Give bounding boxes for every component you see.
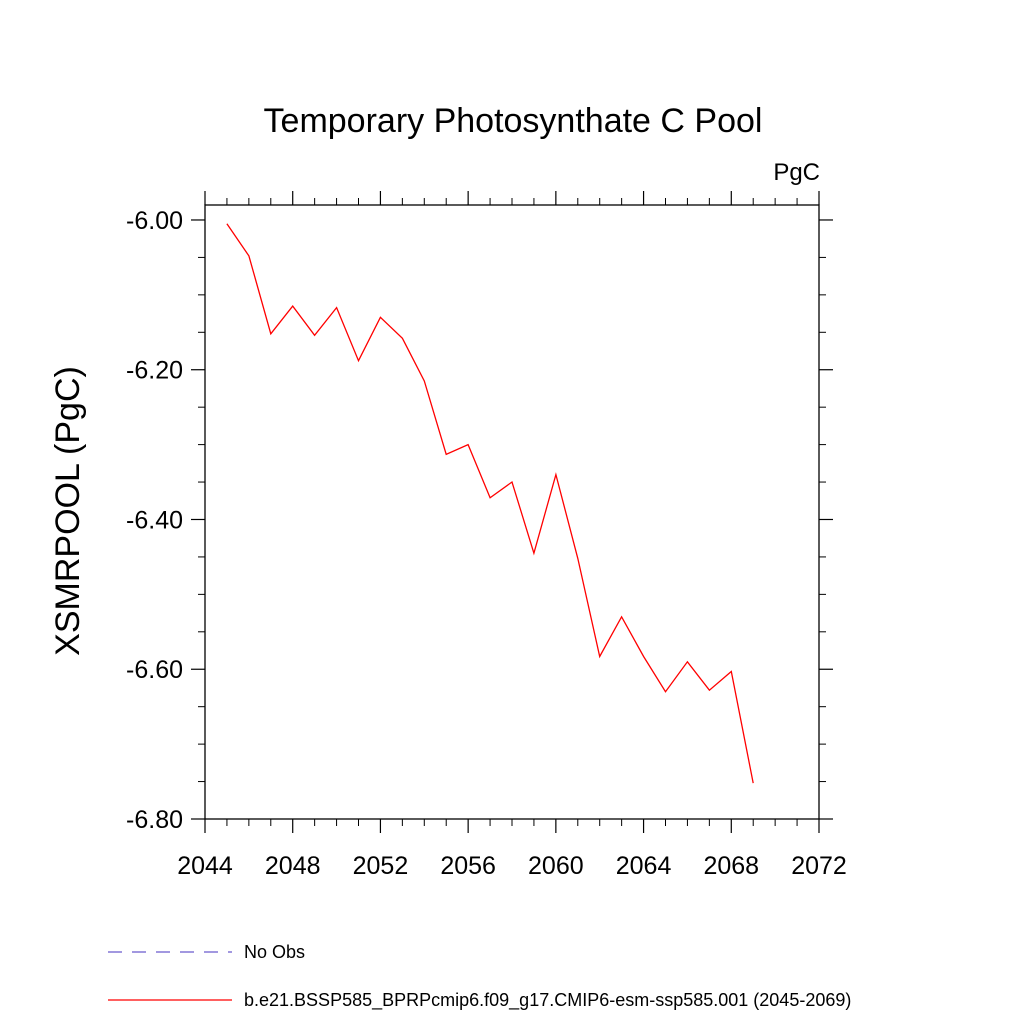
- y-axis: -6.00 -6.20 -6.40 -6.60 -6.80: [126, 207, 833, 834]
- x-tick-label: 2044: [177, 852, 233, 880]
- x-tick-label: 2060: [528, 852, 584, 880]
- y-tick-label: -6.00: [126, 207, 183, 235]
- y-tick-label: -6.80: [126, 806, 183, 834]
- plot-frame: [204, 204, 820, 820]
- series-layer: [226, 223, 754, 784]
- series-line: [226, 223, 754, 784]
- x-tick-label: 2048: [265, 852, 321, 880]
- legend: No Obs b.e21.BSSP585_BPRPcmip6.f09_g17.CM…: [108, 942, 851, 1011]
- x-tick-label: 2068: [703, 852, 759, 880]
- y-tick-label: -6.40: [126, 506, 183, 534]
- x-tick-label: 2072: [791, 852, 847, 880]
- chart-title: Temporary Photosynthate C Pool: [264, 102, 763, 140]
- x-tick-label: 2056: [440, 852, 496, 880]
- y-axis-label: XSMRPOOL (PgC): [49, 366, 87, 656]
- y-tick-label: -6.20: [126, 357, 183, 385]
- x-tick-label: 2052: [353, 852, 409, 880]
- units-label: PgC: [773, 159, 820, 186]
- x-tick-label: 2064: [616, 852, 672, 880]
- legend-label: No Obs: [244, 942, 305, 962]
- x-axis: 2044 2048 2052 2056 2060 2064 2068 2072: [177, 191, 847, 880]
- y-tick-label: -6.60: [126, 656, 183, 684]
- legend-label: b.e21.BSSP585_BPRPcmip6.f09_g17.CMIP6-es…: [244, 990, 851, 1011]
